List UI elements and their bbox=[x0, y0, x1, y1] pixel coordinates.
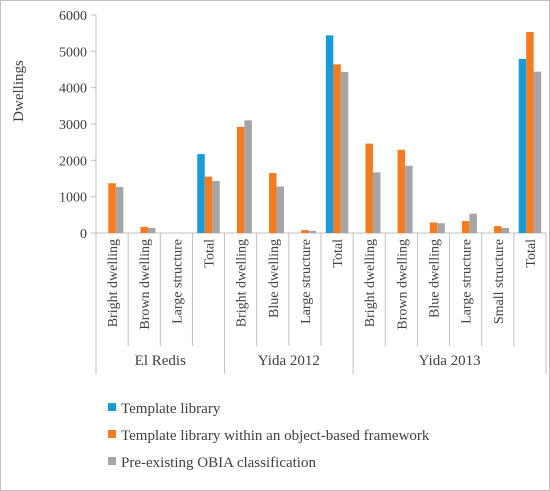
bar bbox=[533, 71, 542, 234]
bar bbox=[429, 222, 438, 233]
y-tick-label: 5000 bbox=[59, 45, 87, 60]
legend-label: Template library bbox=[121, 401, 221, 417]
bar bbox=[244, 120, 252, 233]
y-tick-label: 3000 bbox=[59, 118, 87, 133]
y-tick-label: 6000 bbox=[59, 9, 87, 24]
y-tick-label: 4000 bbox=[59, 82, 87, 97]
legend-swatch bbox=[108, 403, 116, 411]
x-category-label: Brown dwelling bbox=[395, 239, 410, 330]
bar bbox=[204, 176, 213, 233]
bar bbox=[140, 226, 148, 233]
x-category-label: Brown dwelling bbox=[138, 239, 153, 330]
bar bbox=[501, 227, 510, 233]
y-axis-label: Dwellings bbox=[11, 60, 27, 122]
x-category-label: Blue dwelling bbox=[428, 239, 443, 318]
bar bbox=[197, 154, 205, 233]
x-category-label: Large structure bbox=[460, 239, 475, 324]
axes bbox=[91, 14, 547, 374]
bar bbox=[397, 149, 406, 233]
legend-label: Template library within an object-based … bbox=[121, 428, 430, 444]
x-category-label: Small structure bbox=[492, 239, 507, 324]
x-category-label: Bright dwelling bbox=[363, 239, 378, 327]
bar bbox=[301, 230, 309, 233]
x-category-label: Large structure bbox=[299, 239, 314, 324]
bar bbox=[276, 186, 285, 233]
y-tick-label: 2000 bbox=[59, 154, 87, 169]
bar bbox=[494, 226, 502, 233]
bar bbox=[365, 143, 373, 233]
y-tick-label: 0 bbox=[80, 227, 87, 242]
x-category-label: Large structure bbox=[170, 239, 185, 324]
bar bbox=[340, 72, 349, 233]
x-category-label: Total bbox=[331, 239, 346, 268]
bar bbox=[308, 230, 317, 233]
bar bbox=[147, 227, 156, 233]
bar bbox=[469, 213, 477, 233]
bar bbox=[108, 183, 116, 233]
x-category-label: Bright dwelling bbox=[106, 239, 121, 327]
group-label: El Redis bbox=[135, 353, 186, 369]
bar bbox=[333, 64, 341, 233]
x-category-label: Blue dwelling bbox=[267, 239, 282, 318]
legend: Template library Template library within … bbox=[108, 401, 430, 471]
x-category-label: Total bbox=[203, 239, 218, 268]
bar bbox=[212, 181, 220, 233]
bar bbox=[461, 221, 470, 233]
legend-label: Pre-existing OBIA classification bbox=[121, 455, 316, 471]
legend-swatch bbox=[108, 457, 116, 465]
bar bbox=[526, 32, 534, 234]
bar bbox=[405, 165, 413, 233]
bar bbox=[518, 58, 527, 233]
x-category-label: Total bbox=[524, 239, 539, 268]
bar bbox=[236, 126, 245, 233]
x-category-labels: Bright dwelling Brown dwelling Large struc… bbox=[106, 239, 539, 330]
x-category-label: Bright dwelling bbox=[235, 239, 250, 327]
y-tick-label: 1000 bbox=[59, 191, 87, 206]
bar bbox=[437, 223, 445, 233]
bar bbox=[325, 35, 334, 234]
bar bbox=[115, 186, 124, 233]
group-label: Yida 2013 bbox=[419, 353, 481, 369]
bars bbox=[108, 32, 542, 234]
legend-swatch bbox=[108, 430, 116, 438]
group-labels: El Redis Yida 2012 Yida 2013 bbox=[135, 353, 481, 369]
y-tick-labels: 0 1000 2000 3000 4000 5000 6000 bbox=[59, 9, 87, 242]
bar bbox=[372, 172, 381, 233]
group-label: Yida 2012 bbox=[258, 353, 320, 369]
bar bbox=[269, 173, 277, 233]
